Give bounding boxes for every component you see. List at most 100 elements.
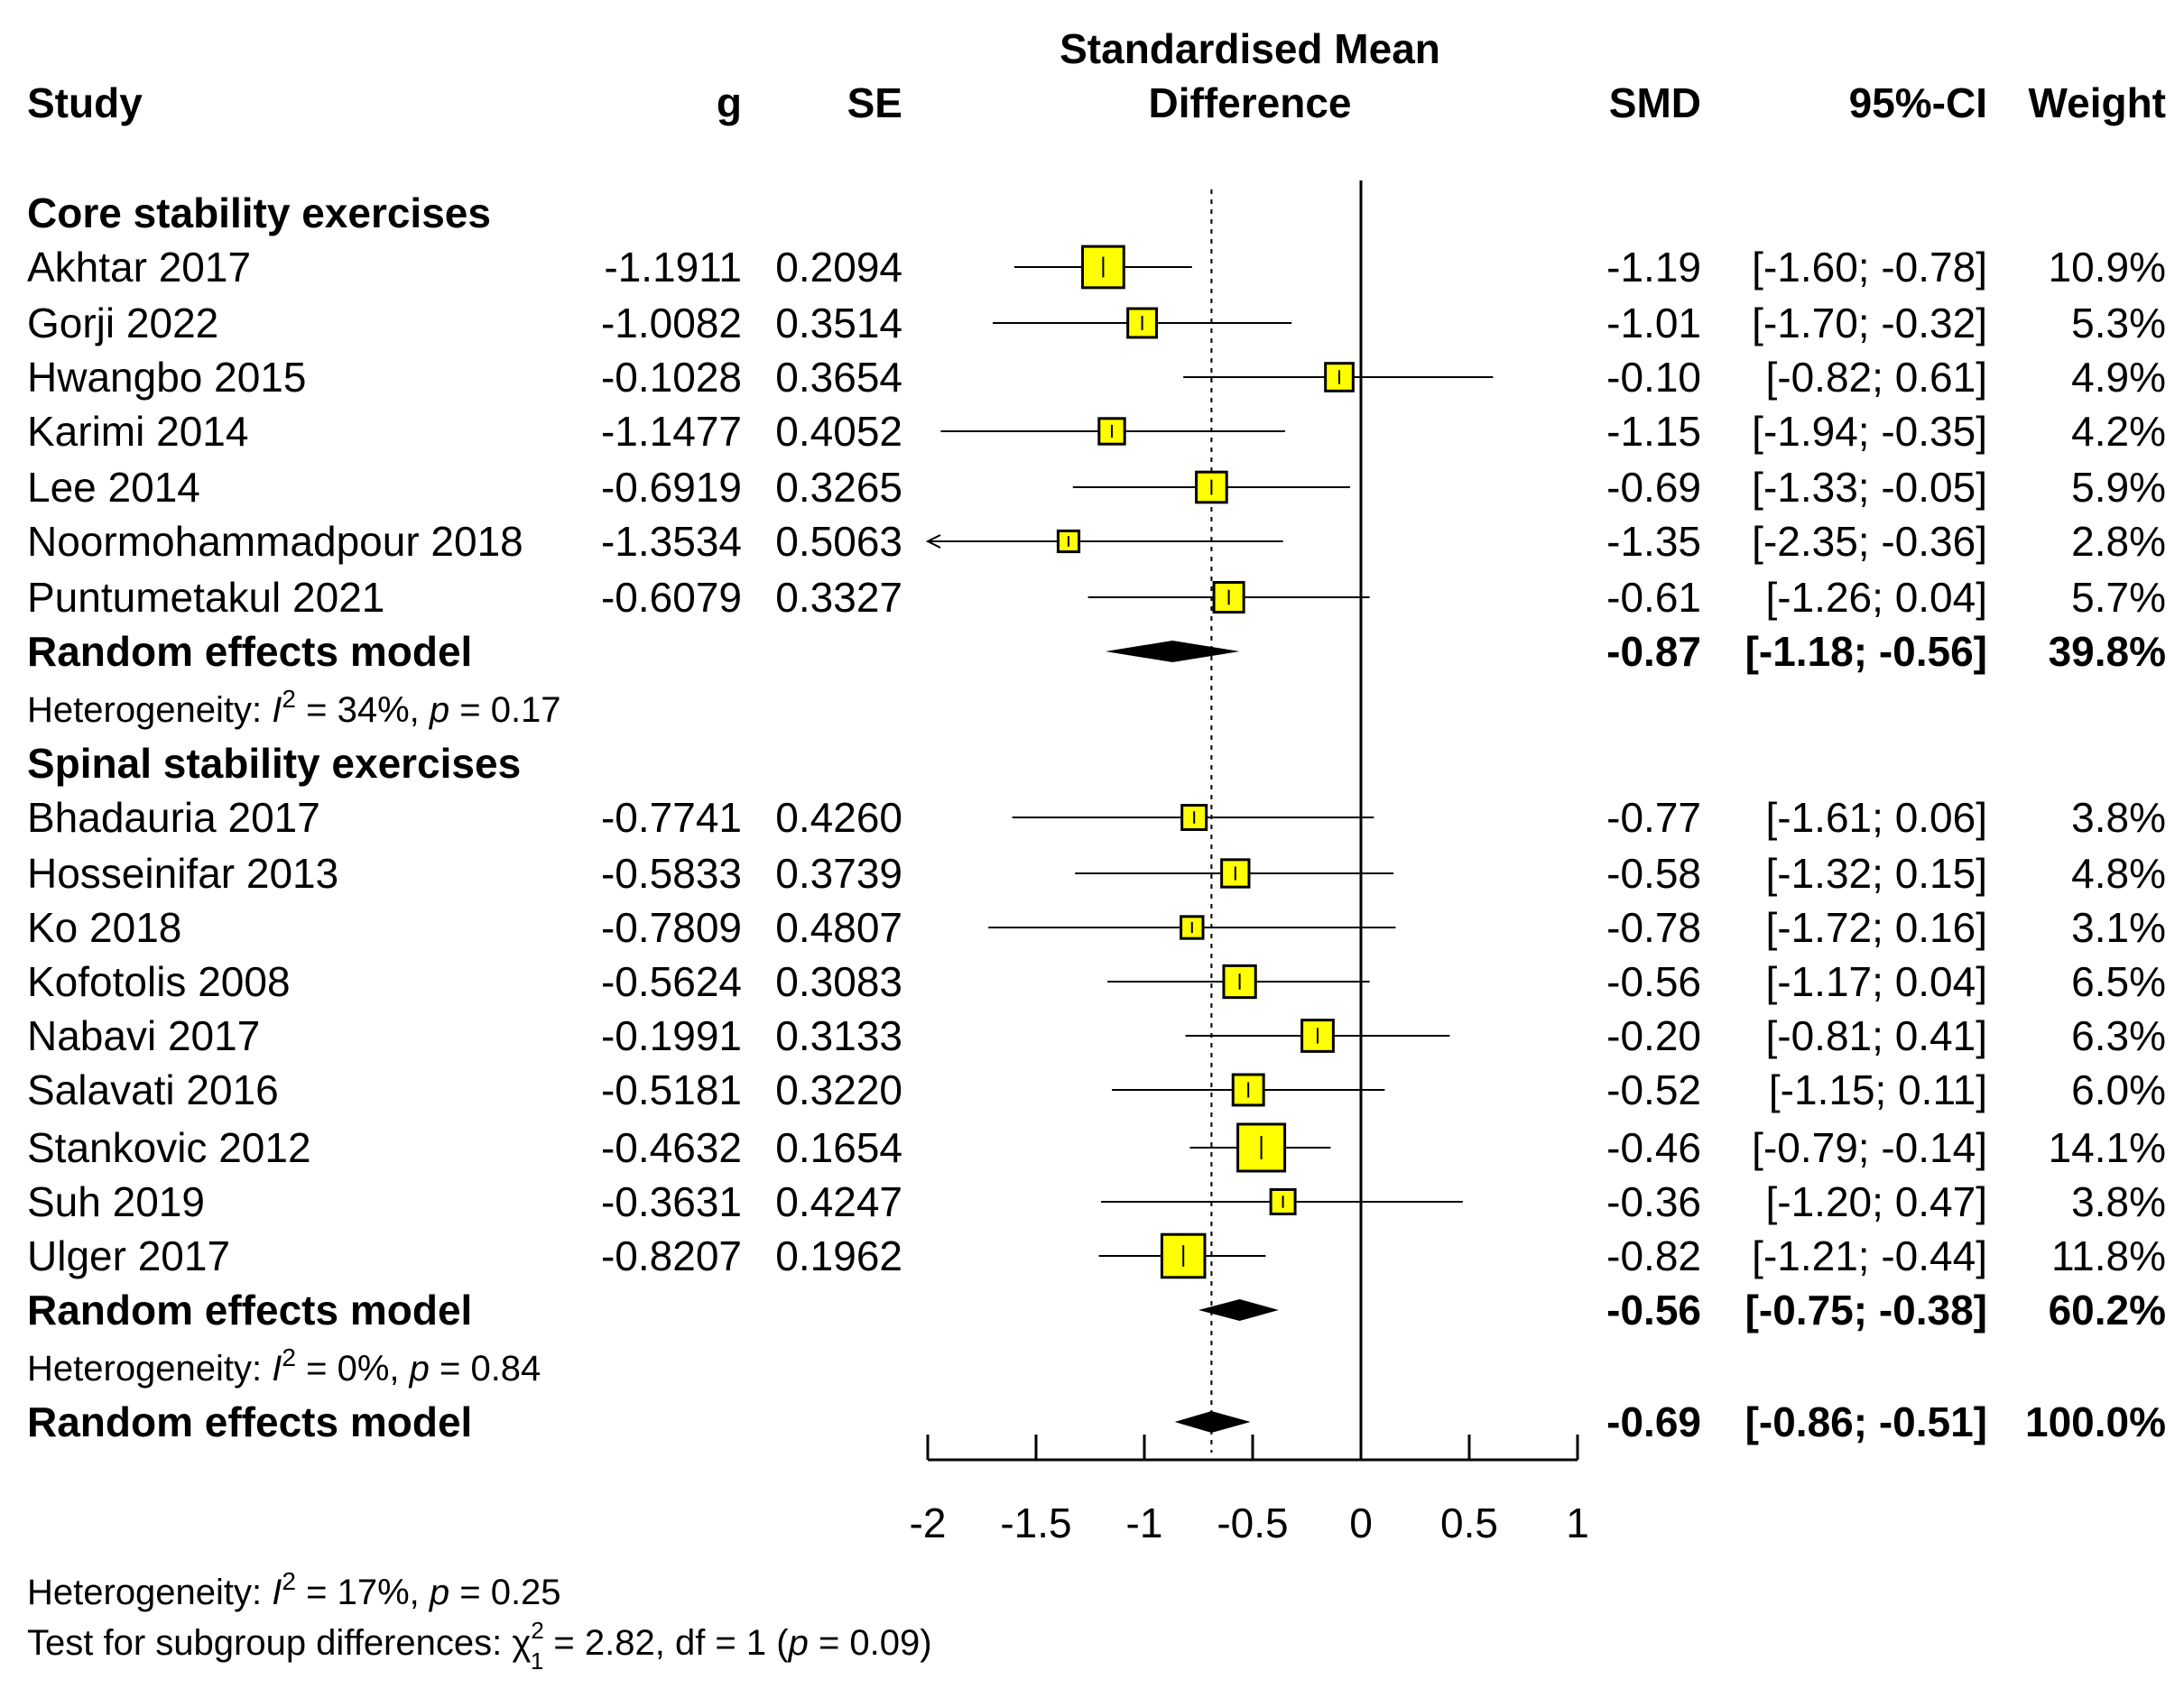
effect-square <box>1126 307 1159 339</box>
overall-pooled-diamond <box>1174 1411 1251 1433</box>
x-tick-label: -1.5 <box>1000 1500 1071 1546</box>
g-value: -1.1477 <box>601 408 742 455</box>
se-value: 0.2094 <box>775 244 902 291</box>
weight-value: 11.8% <box>2051 1232 2166 1279</box>
g-value: -0.5833 <box>601 850 742 897</box>
smd-value: -1.19 <box>1606 244 1701 291</box>
group-title-spinal: Spinal stability exercises <box>27 740 521 787</box>
ci-value: [-1.94; -0.35] <box>1752 408 1987 455</box>
se-value: 0.4807 <box>775 904 902 951</box>
study-label: Stankovic 2012 <box>27 1124 311 1171</box>
ci-value: [-1.72; 0.16] <box>1766 904 1988 951</box>
weight-value: 3.1% <box>2071 904 2166 951</box>
group-spinal-pooled-diamond <box>1198 1299 1279 1321</box>
weight-value: 2.8% <box>2071 518 2166 565</box>
group-core-pooled-smd: -0.87 <box>1606 628 1701 675</box>
header-smd: SMD <box>1609 79 1701 126</box>
ci-value: [-1.21; -0.44] <box>1752 1232 1987 1279</box>
study-label: Gorji 2022 <box>27 300 218 346</box>
weight-value: 5.7% <box>2071 574 2166 621</box>
smd-value: -0.46 <box>1606 1124 1701 1171</box>
weight-value: 3.8% <box>2071 794 2166 841</box>
header-weight: Weight <box>2029 79 2166 126</box>
smd-value: -0.78 <box>1606 904 1701 951</box>
study-label: Suh 2019 <box>27 1178 205 1225</box>
smd-value: -0.10 <box>1606 354 1701 401</box>
smd-value: -0.61 <box>1606 574 1701 621</box>
se-value: 0.4247 <box>775 1178 902 1225</box>
smd-value: -0.82 <box>1606 1232 1701 1279</box>
study-label: Salavati 2016 <box>27 1066 279 1113</box>
g-value: -0.1028 <box>601 354 742 401</box>
study-label: Noormohammadpour 2018 <box>27 518 523 565</box>
se-value: 0.3514 <box>775 300 902 346</box>
study-label: Hwangbo 2015 <box>27 354 306 401</box>
study-label: Nabavi 2017 <box>27 1012 260 1059</box>
x-tick-label: 0.5 <box>1440 1500 1498 1546</box>
header-se: SE <box>847 79 902 126</box>
weight-value: 4.2% <box>2071 408 2166 455</box>
study-label: Karimi 2014 <box>27 408 248 455</box>
ci-value: [-1.61; 0.06] <box>1766 794 1988 841</box>
ci-value: [-1.17; 0.04] <box>1766 958 1988 1005</box>
g-value: -0.1991 <box>601 1012 742 1059</box>
group-core-pooled-diamond <box>1105 641 1240 662</box>
group-core-pooled-ci: [-1.18; -0.56] <box>1745 628 1987 675</box>
smd-value: -1.01 <box>1606 300 1701 346</box>
study-label: Ulger 2017 <box>27 1232 230 1279</box>
overall-pooled-weight: 100.0% <box>2025 1398 2166 1445</box>
g-value: -1.0082 <box>601 300 742 346</box>
study-label: Ko 2018 <box>27 904 181 951</box>
g-value: -0.6919 <box>601 464 742 511</box>
se-value: 0.3654 <box>775 354 902 401</box>
weight-value: 4.9% <box>2071 354 2166 401</box>
g-value: -0.4632 <box>601 1124 742 1171</box>
weight-value: 10.9% <box>2049 244 2166 291</box>
ci-value: [-0.81; 0.41] <box>1766 1012 1988 1059</box>
se-value: 0.3133 <box>775 1012 902 1059</box>
g-value: -0.6079 <box>601 574 742 621</box>
ci-value: [-1.15; 0.11] <box>1769 1066 1987 1113</box>
ci-value: [-1.26; 0.04] <box>1766 574 1988 621</box>
header-plot-title-line2: Difference <box>1149 79 1352 126</box>
header-ci: 95%-CI <box>1849 79 1987 126</box>
overall-heterogeneity: Heterogeneity: I2 = 17%, p = 0.25 <box>27 1567 561 1612</box>
smd-value: -1.35 <box>1606 518 1701 565</box>
ci-value: [-2.35; -0.36] <box>1752 518 1987 565</box>
effect-square <box>1269 1188 1297 1215</box>
study-label: Hosseinifar 2013 <box>27 850 338 897</box>
weight-value: 6.0% <box>2071 1066 2166 1113</box>
g-value: -0.3631 <box>601 1178 742 1225</box>
weight-value: 6.3% <box>2071 1012 2166 1059</box>
se-value: 0.3220 <box>775 1066 902 1113</box>
smd-value: -0.36 <box>1606 1178 1701 1225</box>
ci-value: [-0.82; 0.61] <box>1766 354 1988 401</box>
group-spinal-heterogeneity: Heterogeneity: I2 = 0%, p = 0.84 <box>27 1343 541 1389</box>
group-title-core: Core stability exercises <box>27 189 491 236</box>
overall-pooled-label: Random effects model <box>27 1398 472 1445</box>
x-tick-label: -2 <box>910 1500 947 1546</box>
ci-value: [-1.20; 0.47] <box>1766 1178 1988 1225</box>
g-value: -1.3534 <box>601 518 742 565</box>
g-value: -0.5181 <box>601 1066 742 1113</box>
g-value: -0.7741 <box>601 794 742 841</box>
group-core-pooled-weight: 39.8% <box>2049 628 2166 675</box>
study-label: Lee 2014 <box>27 464 200 511</box>
g-value: -0.5624 <box>601 958 742 1005</box>
study-label: Akhtar 2017 <box>27 244 251 291</box>
smd-value: -0.52 <box>1606 1066 1701 1113</box>
header-g: g <box>717 79 742 126</box>
subgroup-test: Test for subgroup differences: χ2 1 = 2.8… <box>27 1617 932 1675</box>
overall-pooled-ci: [-0.86; -0.51] <box>1745 1398 1987 1445</box>
se-value: 0.3739 <box>775 850 902 897</box>
se-value: 0.4052 <box>775 408 902 455</box>
smd-value: -0.69 <box>1606 464 1701 511</box>
group-core-pooled-label: Random effects model <box>27 628 472 675</box>
study-label: Puntumetakul 2021 <box>27 574 384 621</box>
g-value: -0.8207 <box>601 1232 742 1279</box>
smd-value: -0.77 <box>1606 794 1701 841</box>
se-value: 0.4260 <box>775 794 902 841</box>
header-plot-title-line1: Standardised Mean <box>1060 25 1440 72</box>
ci-value: [-1.70; -0.32] <box>1752 300 1987 346</box>
weight-value: 6.5% <box>2071 958 2166 1005</box>
